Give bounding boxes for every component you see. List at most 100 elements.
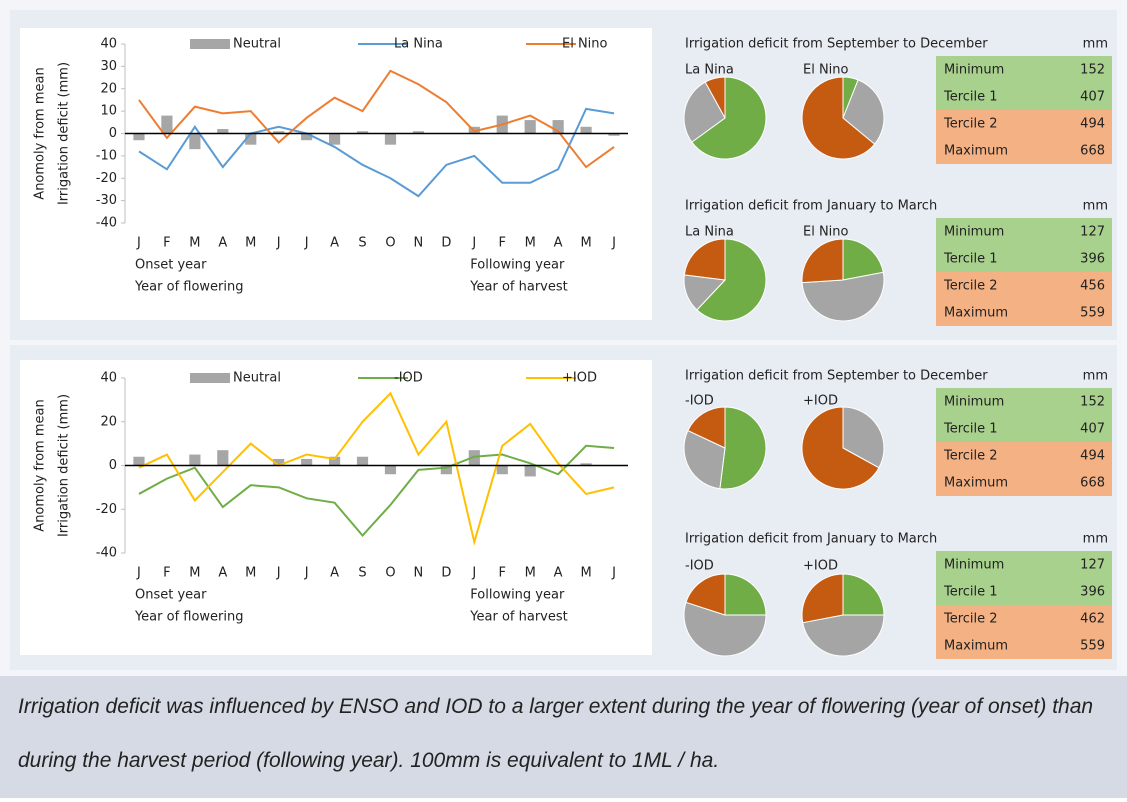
bar	[580, 126, 592, 134]
table-title: Irrigation deficit from September to Dec…	[685, 369, 988, 384]
row-value: 462	[1080, 612, 1105, 627]
table-row	[936, 605, 1112, 632]
table-unit: mm	[1083, 37, 1108, 52]
bar	[580, 463, 592, 466]
table-row	[936, 110, 1112, 137]
y-axis-label: Anomoly from mean	[33, 67, 48, 199]
pie-title: +IOD	[803, 394, 838, 409]
bar	[384, 133, 397, 145]
row-value: 407	[1080, 422, 1105, 437]
x-tick-label: J	[304, 236, 309, 251]
pie-slice	[842, 79, 885, 145]
table-row	[936, 388, 1112, 415]
table-row	[936, 56, 1112, 83]
legend-label: La Nina	[394, 37, 443, 52]
x-annotation: Year of flowering	[134, 610, 244, 625]
y-tick-label: -20	[96, 502, 117, 517]
y-tick-label: -10	[96, 148, 117, 163]
row-label: Tercile 1	[943, 90, 998, 105]
table-unit: mm	[1083, 369, 1108, 384]
table-title: Irrigation deficit from January to March	[685, 199, 937, 214]
pie-slice	[842, 238, 884, 281]
x-tick-label: F	[163, 566, 170, 581]
x-tick-label: F	[163, 236, 170, 251]
row-label: Maximum	[944, 476, 1008, 491]
pie-slice	[683, 81, 726, 143]
row-value: 494	[1080, 117, 1105, 132]
row-value: 668	[1080, 476, 1105, 491]
x-tick-label: A	[554, 236, 563, 251]
row-label: Minimum	[944, 395, 1004, 410]
row-value: 494	[1080, 449, 1105, 464]
legend-label: Neutral	[233, 371, 281, 386]
row-value: 396	[1080, 252, 1105, 267]
row-value: 127	[1080, 225, 1105, 240]
line	[138, 107, 615, 198]
x-annotation: Year of harvest	[469, 610, 567, 625]
row-value: 127	[1080, 558, 1105, 573]
x-tick-label: N	[414, 236, 424, 251]
x-tick-label: S	[358, 566, 366, 581]
row-label: Minimum	[944, 225, 1004, 240]
y-tick-label: -30	[96, 193, 117, 208]
row-label: Tercile 2	[943, 612, 998, 627]
row-label: Maximum	[944, 639, 1008, 654]
x-tick-label: F	[499, 236, 506, 251]
table-row	[936, 415, 1112, 442]
y-tick-label: 40	[100, 37, 117, 52]
pie-slice	[801, 271, 885, 322]
table-title: Irrigation deficit from January to March	[685, 532, 937, 547]
table-unit: mm	[1083, 532, 1108, 547]
y-axis-label: Irrigation deficit (mm)	[57, 394, 72, 537]
pie-slice	[683, 238, 726, 281]
x-tick-label: J	[136, 236, 141, 251]
bar	[440, 465, 452, 475]
y-tick-label: -40	[96, 216, 117, 231]
bar	[328, 456, 341, 466]
y-tick-label: 20	[100, 414, 117, 429]
x-tick-label: J	[136, 566, 141, 581]
row-value: 152	[1080, 395, 1105, 410]
pie-slice	[801, 238, 844, 284]
x-tick-label: M	[580, 566, 591, 581]
y-tick-label: -40	[96, 546, 117, 561]
bar	[524, 120, 536, 134]
table-row	[936, 578, 1112, 605]
x-tick-label: A	[554, 566, 563, 581]
y-axis-label: Anomoly from mean	[33, 399, 48, 531]
row-label: Minimum	[944, 558, 1004, 573]
row-label: Maximum	[944, 144, 1008, 159]
pie-slice	[801, 573, 844, 624]
y-tick-label: 40	[100, 371, 117, 386]
table-row	[936, 245, 1112, 272]
table-row	[936, 551, 1112, 578]
bar	[273, 131, 285, 134]
bar	[161, 115, 173, 134]
x-annotation: Following year	[470, 258, 565, 273]
pie-slice	[724, 573, 767, 616]
x-tick-label: A	[330, 236, 339, 251]
x-tick-label: D	[441, 236, 451, 251]
x-annotation: Onset year	[135, 258, 207, 273]
caption-band	[0, 676, 1127, 798]
pie-slice	[685, 573, 726, 616]
caption: Irrigation deficit was influenced by ENS…	[18, 695, 1094, 772]
x-tick-label: A	[218, 566, 227, 581]
y-tick-label: 30	[100, 59, 117, 74]
bar	[412, 131, 425, 134]
x-annotation: Year of harvest	[469, 280, 567, 295]
pie-slice	[842, 573, 885, 616]
x-tick-label: J	[611, 236, 616, 251]
table-row	[936, 632, 1112, 659]
pie-slice	[704, 76, 726, 119]
x-tick-label: M	[245, 566, 256, 581]
y-tick-label: 10	[100, 104, 117, 119]
x-tick-label: J	[611, 566, 616, 581]
y-tick-label: -20	[96, 171, 117, 186]
row-label: Maximum	[944, 306, 1008, 321]
row-label: Minimum	[944, 63, 1004, 78]
x-tick-label: F	[499, 566, 506, 581]
x-annotation: Following year	[470, 588, 565, 603]
legend-label: +IOD	[562, 371, 597, 386]
